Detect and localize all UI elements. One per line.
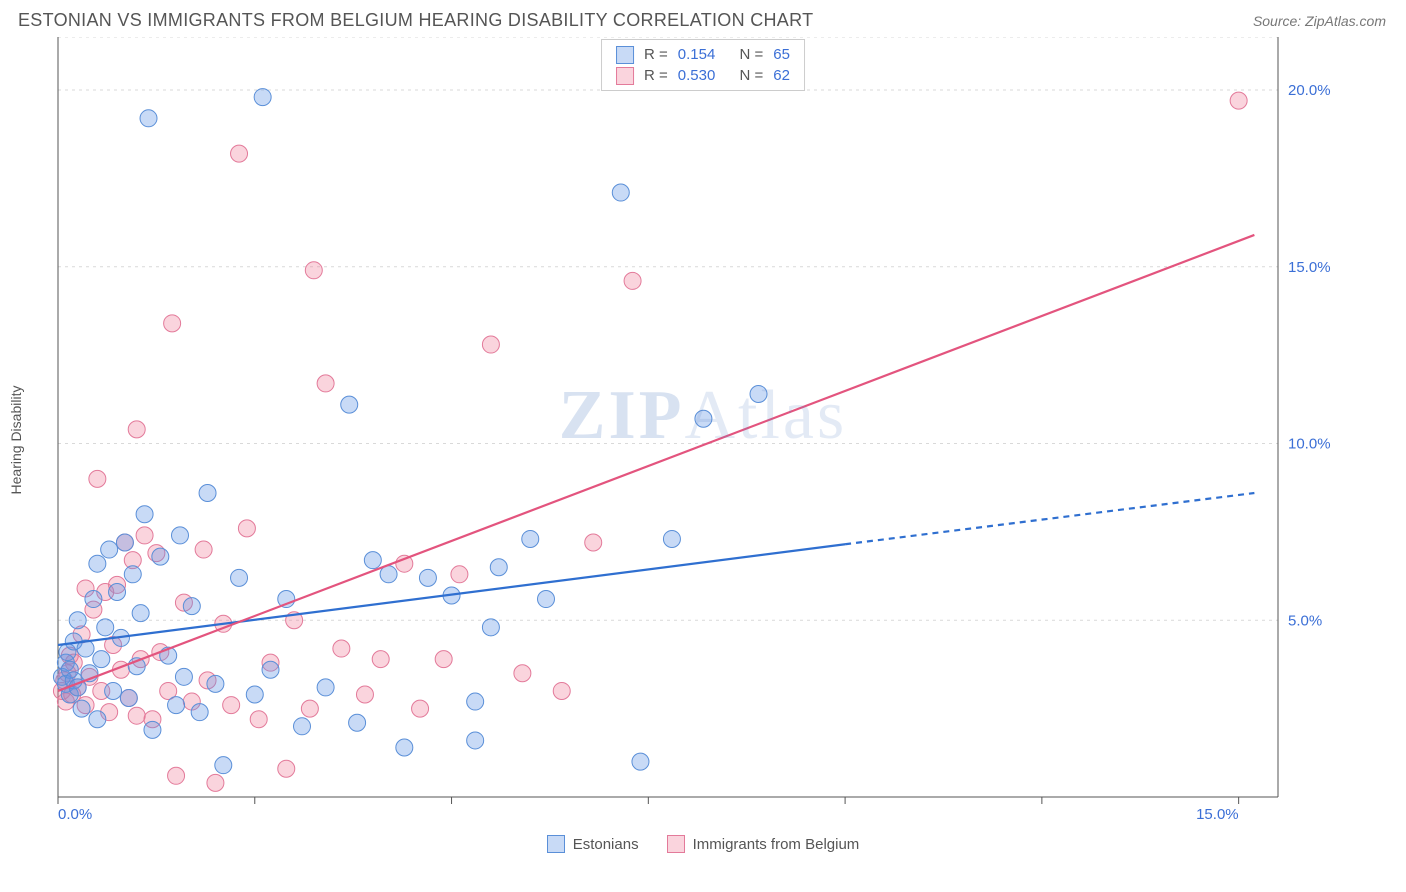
legend-swatch-a-icon	[547, 835, 565, 853]
legend-item-a: Estonians	[547, 835, 639, 853]
svg-text:0.0%: 0.0%	[58, 806, 92, 823]
legend-item-b: Immigrants from Belgium	[667, 835, 860, 853]
legend-label-a: Estonians	[573, 836, 639, 853]
stats-row-b: R = 0.530 N = 62	[616, 65, 790, 86]
y-axis-label: Hearing Disability	[8, 386, 24, 495]
svg-text:15.0%: 15.0%	[1196, 806, 1239, 823]
legend-swatch-b-icon	[667, 835, 685, 853]
svg-text:20.0%: 20.0%	[1288, 82, 1331, 99]
series-legend: Estonians Immigrants from Belgium	[0, 835, 1406, 853]
svg-text:15.0%: 15.0%	[1288, 259, 1331, 276]
legend-label-b: Immigrants from Belgium	[693, 836, 860, 853]
swatch-b-icon	[616, 67, 634, 85]
swatch-a-icon	[616, 46, 634, 64]
stats-row-a: R = 0.154 N = 65	[616, 44, 790, 65]
scatter-chart: 5.0% 10.0% 15.0% 20.0% 0.0% 15.0%	[18, 37, 1348, 827]
stats-legend: R = 0.154 N = 65 R = 0.530 N = 62	[601, 39, 805, 91]
chart-container: Hearing Disability 5.0%10.0%15.0%20.0%0.…	[18, 37, 1388, 827]
svg-text:10.0%: 10.0%	[1288, 436, 1331, 453]
source-label: Source: ZipAtlas.com	[1253, 13, 1386, 29]
chart-title: ESTONIAN VS IMMIGRANTS FROM BELGIUM HEAR…	[18, 10, 813, 31]
svg-text:5.0%: 5.0%	[1288, 612, 1322, 629]
